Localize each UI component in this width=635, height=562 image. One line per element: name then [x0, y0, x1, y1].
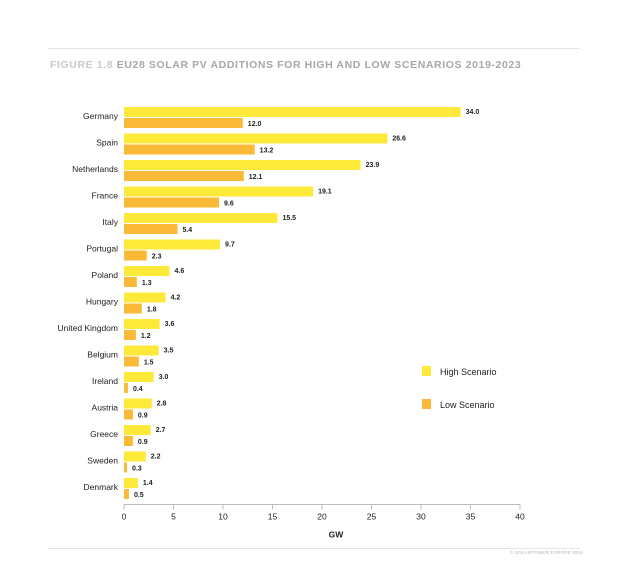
low-value-label: 0.9 [138, 439, 148, 446]
category-label: Germany [83, 111, 119, 121]
x-axis-title: GW [329, 530, 345, 540]
high-scenario-bar [124, 266, 170, 276]
low-value-label: 1.3 [142, 280, 152, 287]
footer-credit: © SOLARPOWER EUROPE 2019 [509, 550, 583, 555]
x-tick-label: 10 [218, 512, 228, 522]
category-label: Netherlands [72, 164, 118, 174]
low-scenario-bar [124, 250, 147, 261]
category-label: France [92, 191, 119, 201]
high-scenario-bar [124, 133, 388, 144]
low-value-label: 1.8 [147, 307, 157, 314]
high-scenario-bar [124, 425, 151, 435]
legend-label-high: High Scenario [440, 367, 497, 377]
low-scenario-bar [124, 462, 127, 473]
high-value-label: 3.0 [159, 374, 169, 381]
high-scenario-bar [124, 451, 146, 462]
high-value-label: 4.2 [171, 295, 181, 302]
low-scenario-bar [124, 197, 220, 208]
high-scenario-bar [124, 239, 221, 250]
high-scenario-bar [124, 478, 138, 488]
low-scenario-bar [124, 303, 142, 314]
low-value-label: 1.5 [144, 360, 154, 367]
high-scenario-bar [124, 345, 159, 356]
figure-title-text: EU28 SOLAR PV ADDITIONS FOR HIGH AND LOW… [116, 59, 522, 71]
category-label: Italy [102, 217, 118, 227]
high-value-label: 2.7 [156, 427, 166, 434]
x-tick-label: 0 [122, 512, 127, 522]
high-scenario-bar [124, 160, 361, 170]
high-value-label: 34.0 [466, 109, 480, 116]
high-scenario-bar [124, 292, 166, 303]
category-label: Portugal [86, 244, 118, 254]
low-scenario-bar [124, 224, 178, 234]
high-scenario-bar [124, 213, 278, 223]
low-value-label: 0.5 [134, 492, 144, 499]
x-tick-label: 20 [317, 512, 327, 522]
low-value-label: 12.1 [249, 174, 263, 181]
high-value-label: 2.8 [157, 401, 167, 408]
low-scenario-bar [124, 409, 133, 420]
low-scenario-bar [124, 171, 244, 181]
low-value-label: 2.3 [152, 254, 162, 261]
low-scenario-bar [124, 277, 137, 287]
category-label: Poland [92, 270, 119, 280]
category-label: Ireland [92, 376, 118, 386]
figure-title: FIGURE 1.8 EU28 SOLAR PV ADDITIONS FOR H… [50, 59, 521, 71]
figure-number: FIGURE 1.8 [50, 59, 114, 71]
top-rule [48, 48, 580, 49]
high-value-label: 26.6 [392, 136, 406, 143]
legend-label-low: Low Scenario [440, 400, 495, 410]
x-tick-label: 30 [416, 512, 426, 522]
category-label: Hungary [86, 297, 119, 307]
low-scenario-bar [124, 118, 243, 128]
high-value-label: 1.4 [143, 480, 153, 487]
x-tick-label: 5 [171, 512, 176, 522]
legend-swatch-high [422, 366, 431, 376]
category-label: Greece [90, 429, 118, 439]
high-scenario-bar [124, 372, 154, 382]
low-value-label: 0.3 [132, 466, 142, 473]
low-value-label: 0.4 [133, 386, 143, 393]
low-scenario-bar [124, 330, 136, 340]
low-value-label: 12.0 [248, 121, 262, 128]
high-scenario-bar [124, 398, 152, 409]
low-value-label: 9.6 [224, 201, 234, 208]
x-tick-label: 25 [367, 512, 377, 522]
high-value-label: 3.5 [164, 348, 174, 355]
low-scenario-bar [124, 436, 133, 446]
low-value-label: 5.4 [182, 227, 192, 234]
x-tick-label: 35 [466, 512, 476, 522]
category-label: Denmark [84, 482, 119, 492]
low-value-label: 1.2 [141, 333, 151, 340]
high-value-label: 3.6 [165, 321, 175, 328]
high-scenario-bar [124, 186, 314, 197]
bottom-rule [48, 548, 580, 549]
x-tick-label: 40 [515, 512, 525, 522]
category-label: Sweden [87, 456, 118, 466]
high-scenario-bar [124, 107, 461, 117]
high-value-label: 23.9 [366, 162, 380, 169]
low-scenario-bar [124, 356, 139, 367]
low-scenario-bar [124, 489, 129, 499]
category-label: Austria [92, 403, 119, 413]
category-label: United Kingdom [58, 323, 118, 333]
high-value-label: 19.1 [318, 189, 332, 196]
low-value-label: 13.2 [260, 148, 274, 155]
legend-swatch-low [422, 399, 431, 409]
high-value-label: 15.5 [282, 215, 296, 222]
high-value-label: 9.7 [225, 242, 235, 249]
high-value-label: 2.2 [151, 454, 161, 461]
low-scenario-bar [124, 383, 128, 393]
low-scenario-bar [124, 144, 255, 155]
category-label: Belgium [87, 350, 118, 360]
high-value-label: 4.6 [175, 268, 185, 275]
category-label: Spain [96, 138, 118, 148]
high-scenario-bar [124, 319, 160, 329]
low-value-label: 0.9 [138, 413, 148, 420]
x-tick-label: 15 [268, 512, 278, 522]
